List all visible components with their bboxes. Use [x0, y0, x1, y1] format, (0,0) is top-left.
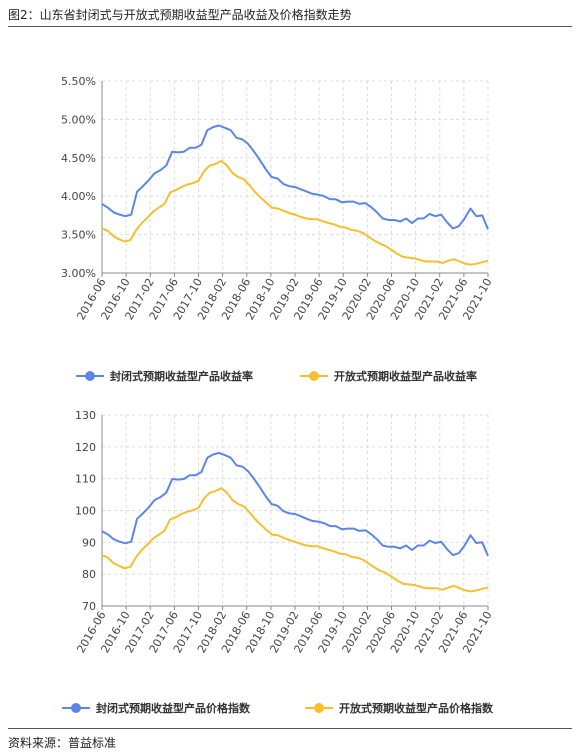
legend-marker — [85, 371, 95, 381]
legend-item-open: 开放式预期收益型产品价格指数 — [305, 701, 494, 715]
series-line-open — [101, 487, 489, 593]
series-line-closed — [101, 124, 489, 230]
y-tick-label: 90 — [82, 536, 96, 549]
legend-label: 封闭式预期收益型产品价格指数 — [96, 701, 251, 715]
legend-label: 开放式预期收益型产品价格指数 — [339, 701, 494, 715]
y-tick-label: 110 — [75, 473, 96, 486]
figure-title: 图2：山东省封闭式与开放式预期收益型产品收益及价格指数走势 — [8, 8, 352, 22]
legend-item-closed: 封闭式预期收益型产品价格指数 — [62, 701, 251, 715]
y-tick-label: 5.50% — [61, 75, 96, 88]
y-tick-label: 3.00% — [61, 267, 96, 280]
title-rule — [8, 26, 572, 27]
series-line-closed — [101, 451, 489, 557]
legend-marker — [314, 703, 324, 713]
source-rule — [8, 728, 572, 729]
y-tick-label: 80 — [82, 568, 96, 581]
y-tick-label: 4.00% — [61, 190, 96, 203]
y-tick-label: 4.50% — [61, 152, 96, 165]
yield-rate-chart: 3.00%3.50%4.00%4.50%5.00%5.50%2016-06201… — [61, 75, 495, 383]
y-tick-label: 120 — [75, 441, 96, 454]
legend-label: 开放式预期收益型产品收益率 — [334, 369, 477, 383]
legend-label: 封闭式预期收益型产品收益率 — [110, 369, 253, 383]
source-note: 资料来源：普益标准 — [8, 736, 117, 750]
price-index-chart: 7080901001101201302016-062016-102017-022… — [62, 409, 495, 715]
y-tick-label: 3.50% — [61, 229, 96, 242]
y-tick-label: 5.00% — [61, 113, 96, 126]
legend-item-open: 开放式预期收益型产品收益率 — [300, 369, 477, 383]
series-line-open — [101, 159, 489, 266]
legend-item-closed: 封闭式预期收益型产品收益率 — [76, 369, 253, 383]
legend-marker — [71, 703, 81, 713]
y-tick-label: 100 — [75, 505, 96, 518]
legend-marker — [309, 371, 319, 381]
y-tick-label: 130 — [75, 409, 96, 422]
y-tick-label: 70 — [82, 600, 96, 613]
